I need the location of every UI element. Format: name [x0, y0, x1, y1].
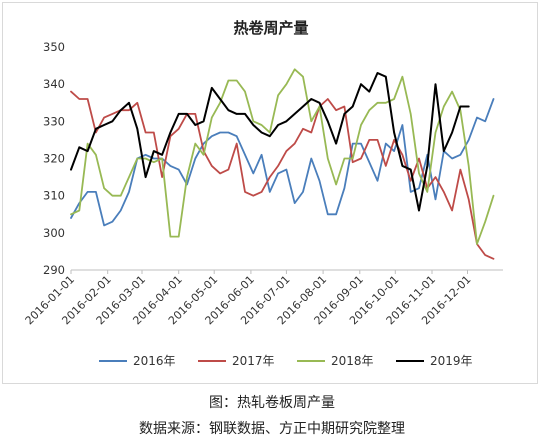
series-line-2 [70, 90, 495, 260]
line-chart: 热卷周产量 290 300 310 320 330 340 350 2016-01-0120… [23, 19, 503, 368]
legend-label: 2016年 [133, 354, 176, 368]
y-tick-label: 320 [43, 152, 65, 166]
legend-label: 2019年 [430, 354, 473, 368]
legend-label: 2017年 [232, 354, 275, 368]
y-tick-label: 300 [43, 226, 65, 240]
chart-title: 热卷周产量 [233, 19, 308, 37]
series-layer [70, 68, 495, 260]
series-line-4 [70, 72, 470, 212]
source-caption: 数据来源：钢联数据、方正中期研究院整理 [139, 421, 405, 437]
legend-label: 2018年 [331, 354, 374, 368]
series-line-3 [70, 68, 495, 245]
y-tick-label: 340 [43, 77, 65, 91]
y-tick-label: 330 [43, 114, 65, 128]
y-axis: 290 300 310 320 330 340 350 [43, 40, 65, 277]
y-tick-label: 310 [43, 189, 65, 203]
y-tick-label: 350 [43, 40, 65, 54]
x-axis: 2016-01-012016-02-012016-03-012016-04-01… [23, 269, 503, 327]
chart-frame: 热卷周产量 290 300 310 320 330 340 350 2016-01-01 20… [2, 2, 538, 384]
figure-caption: 图：热轧卷板周产量 [209, 395, 335, 411]
legend: 2016年 2017年 2018年 2019年 [99, 354, 473, 368]
y-tick-label: 290 [43, 263, 65, 277]
